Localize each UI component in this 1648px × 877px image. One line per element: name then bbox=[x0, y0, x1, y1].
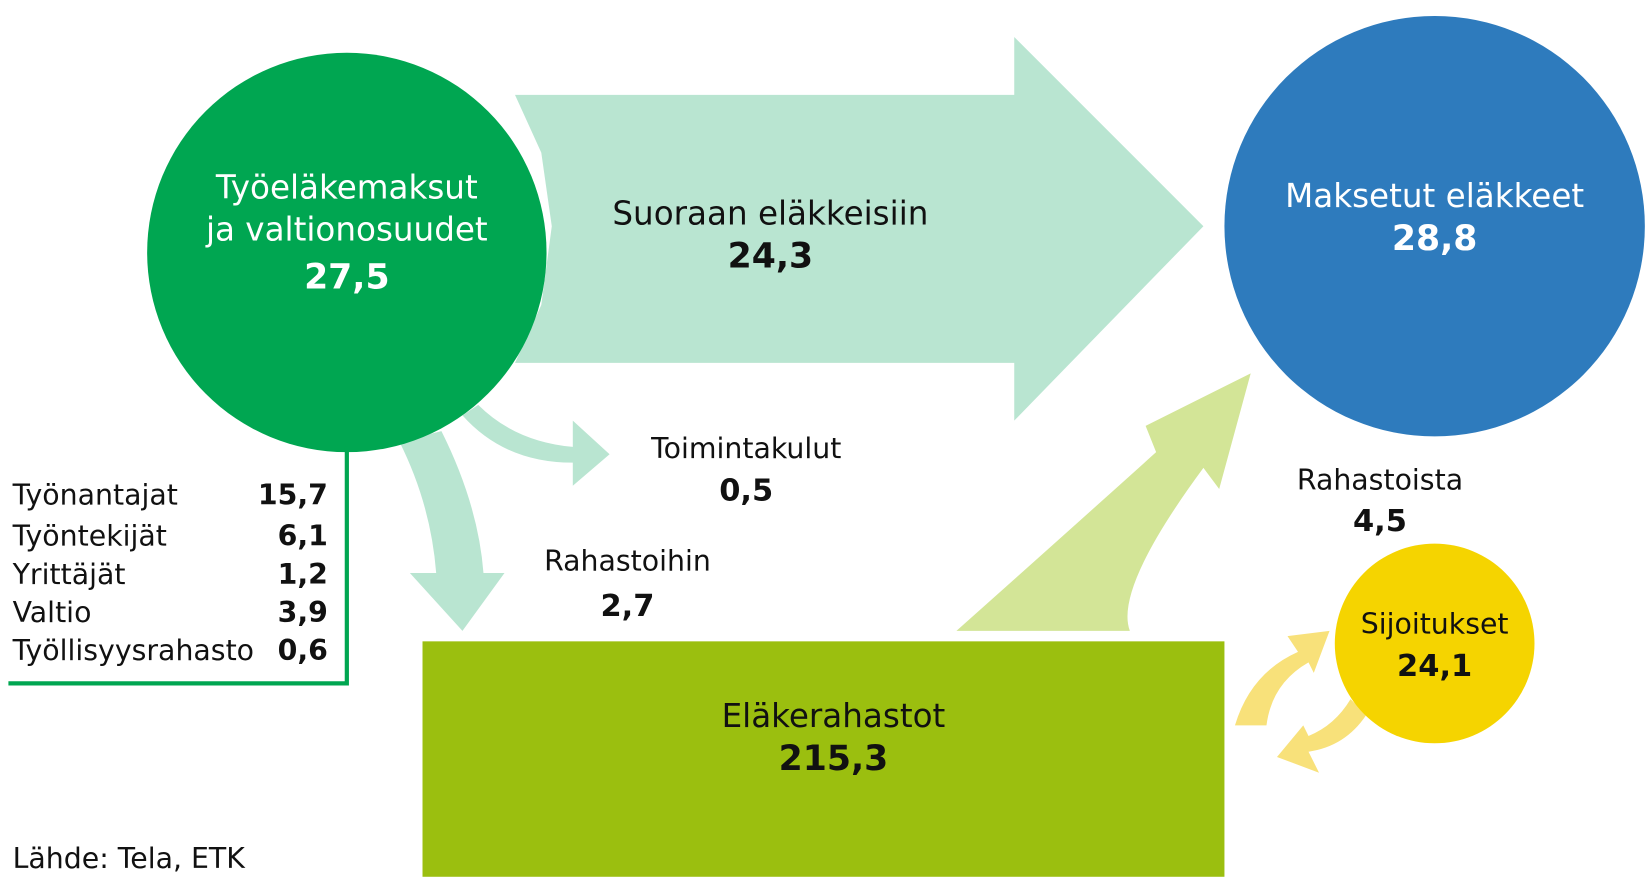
table-value: 1,2 bbox=[278, 558, 328, 591]
node-value: 2,7 bbox=[600, 589, 654, 624]
node-value: 215,3 bbox=[779, 739, 889, 779]
table-value: 3,9 bbox=[278, 596, 328, 629]
node-value: 27,5 bbox=[304, 258, 390, 298]
arrow-to-funds bbox=[399, 431, 505, 631]
table-name: Työllisyysrahasto bbox=[12, 634, 254, 667]
node-label: Sijoitukset bbox=[1361, 608, 1509, 641]
table-name: Työntekijät bbox=[12, 519, 167, 552]
node-value: 28,8 bbox=[1392, 219, 1478, 259]
node-value: 0,5 bbox=[719, 474, 773, 509]
rect-funds bbox=[422, 641, 1225, 877]
table-name: Valtio bbox=[13, 596, 92, 629]
arrow-from-funds bbox=[956, 373, 1251, 631]
table-value: 0,6 bbox=[278, 634, 328, 667]
arrow-invest-up bbox=[1234, 630, 1330, 726]
source: Lähde: Tela, ETK bbox=[13, 842, 247, 875]
arrow-direct bbox=[515, 37, 1204, 421]
node-label: Rahastoihin bbox=[544, 545, 711, 578]
node-value: 24,1 bbox=[1397, 649, 1472, 684]
table-name: Yrittäjät bbox=[12, 558, 126, 591]
node-label: Toimintakulut bbox=[650, 432, 841, 465]
table-value: 15,7 bbox=[258, 478, 328, 511]
table-value: 6,1 bbox=[278, 519, 328, 552]
arrow-invest-down bbox=[1276, 699, 1367, 773]
node-label: Suoraan eläkkeisiin bbox=[612, 195, 928, 233]
node-label: Maksetut eläkkeet bbox=[1285, 177, 1584, 215]
table-border bbox=[8, 446, 349, 686]
arrow-costs bbox=[462, 404, 610, 486]
node-label: ja valtionosuudet bbox=[205, 210, 488, 248]
circle-contributions bbox=[147, 52, 547, 453]
node-label: Rahastoista bbox=[1297, 464, 1463, 497]
node-value: 4,5 bbox=[1353, 504, 1407, 539]
table-name: Työnantajat bbox=[12, 478, 178, 511]
node-label: Työeläkemaksut bbox=[215, 168, 478, 206]
circle-pensions bbox=[1224, 15, 1645, 437]
circle-investments bbox=[1334, 543, 1535, 744]
node-value: 24,3 bbox=[728, 237, 814, 277]
node-label: Eläkerahastot bbox=[722, 697, 946, 735]
